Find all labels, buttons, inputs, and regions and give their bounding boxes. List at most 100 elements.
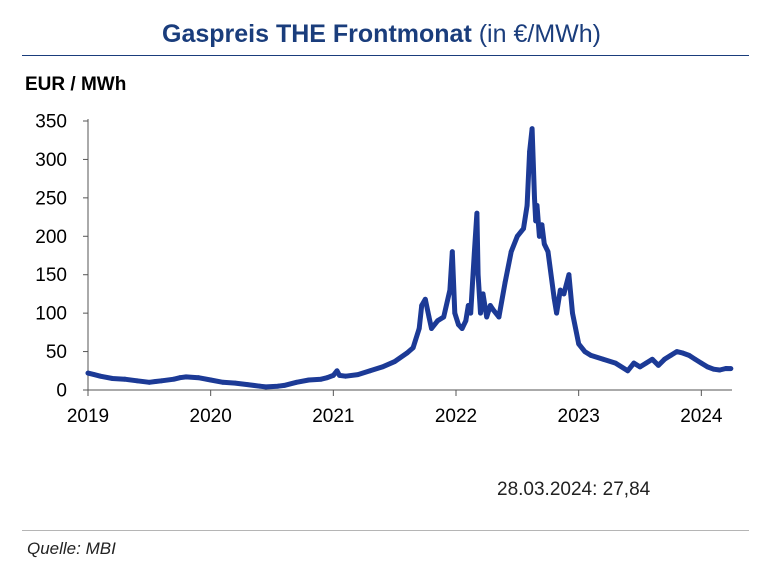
data-point bbox=[728, 366, 734, 371]
data-point bbox=[318, 376, 324, 382]
data-point bbox=[330, 373, 336, 378]
data-point bbox=[613, 360, 618, 366]
data-point bbox=[514, 233, 520, 239]
data-point bbox=[392, 359, 398, 364]
chart-title: Gaspreis THE Frontmonat (in €/MWh) bbox=[0, 20, 763, 49]
data-point bbox=[534, 203, 540, 208]
data-point bbox=[545, 249, 551, 255]
data-point bbox=[529, 126, 535, 132]
data-point bbox=[110, 376, 115, 381]
data-point bbox=[91, 372, 97, 377]
data-point bbox=[566, 272, 572, 278]
data-point bbox=[711, 366, 716, 372]
data-point bbox=[533, 218, 539, 224]
chart-title-main: Gaspreis THE Frontmonat bbox=[162, 20, 472, 48]
x-tick-label: 2022 bbox=[435, 406, 477, 427]
data-point bbox=[472, 249, 477, 255]
data-point bbox=[637, 364, 643, 370]
data-point bbox=[245, 382, 250, 387]
data-point bbox=[367, 368, 373, 374]
data-point bbox=[334, 368, 340, 374]
data-point bbox=[263, 384, 269, 390]
data-point bbox=[478, 310, 483, 316]
x-tick-label: 2019 bbox=[67, 406, 109, 427]
data-point bbox=[537, 233, 542, 239]
data-point bbox=[656, 363, 661, 368]
data-point bbox=[134, 378, 140, 384]
data-point bbox=[468, 310, 474, 316]
data-point bbox=[220, 379, 226, 385]
data-point bbox=[465, 303, 471, 308]
data-point bbox=[380, 364, 385, 370]
data-point bbox=[502, 280, 508, 285]
data-point bbox=[723, 366, 729, 371]
data-point bbox=[557, 287, 563, 293]
data-point bbox=[717, 367, 723, 373]
data-point bbox=[447, 287, 453, 293]
data-point bbox=[463, 318, 469, 324]
data-point bbox=[159, 378, 165, 384]
data-point bbox=[496, 314, 502, 320]
y-tick-label: 300 bbox=[35, 150, 67, 171]
y-tick-label: 350 bbox=[35, 112, 67, 133]
data-point bbox=[487, 303, 493, 308]
data-point bbox=[588, 353, 594, 358]
data-point bbox=[435, 318, 440, 324]
data-point bbox=[698, 360, 704, 366]
x-tick-label: 2024 bbox=[680, 406, 723, 427]
data-point bbox=[527, 149, 532, 155]
data-point bbox=[337, 373, 342, 378]
data-point bbox=[452, 310, 458, 316]
x-tick-label: 2023 bbox=[558, 406, 600, 427]
data-point bbox=[686, 353, 692, 358]
data-point bbox=[524, 203, 530, 208]
source-note: Quelle: MBI bbox=[27, 539, 116, 558]
title-divider bbox=[22, 55, 749, 56]
y-tick-label: 150 bbox=[35, 265, 67, 286]
data-point bbox=[456, 322, 461, 328]
data-point bbox=[643, 360, 649, 366]
data-point bbox=[480, 291, 486, 297]
y-axis-label: EUR / MWh bbox=[25, 74, 127, 95]
data-point bbox=[484, 314, 490, 320]
data-point bbox=[625, 368, 631, 374]
y-tick-label: 200 bbox=[35, 227, 67, 248]
x-tick-label: 2021 bbox=[312, 406, 354, 427]
data-point bbox=[257, 383, 263, 389]
data-point bbox=[232, 380, 238, 386]
data-point bbox=[196, 375, 201, 381]
data-point bbox=[146, 379, 152, 385]
data-point bbox=[705, 364, 710, 370]
data-point bbox=[449, 249, 455, 255]
data-point bbox=[183, 374, 189, 380]
data-point bbox=[561, 291, 567, 297]
data-point bbox=[680, 350, 686, 356]
data-point bbox=[97, 373, 103, 379]
data-point bbox=[355, 372, 361, 377]
data-point bbox=[208, 377, 214, 383]
data-point bbox=[419, 303, 425, 308]
data-point bbox=[324, 375, 330, 381]
data-point bbox=[404, 350, 410, 356]
data-point bbox=[576, 341, 582, 347]
data-point bbox=[177, 375, 183, 381]
data-point bbox=[275, 383, 281, 389]
data-point bbox=[539, 222, 545, 228]
data-point bbox=[631, 360, 637, 366]
x-tick-label: 2020 bbox=[190, 406, 232, 427]
data-point bbox=[692, 356, 698, 362]
data-point bbox=[416, 326, 422, 331]
data-point bbox=[521, 226, 526, 232]
y-tick-label: 0 bbox=[56, 381, 67, 402]
data-point bbox=[426, 314, 432, 320]
data-point bbox=[649, 356, 655, 362]
data-point bbox=[551, 295, 557, 301]
data-point bbox=[668, 353, 674, 358]
data-point bbox=[429, 326, 434, 331]
latest-value-annotation: 28.03.2024: 27,84 bbox=[497, 479, 651, 500]
footer-divider bbox=[22, 530, 749, 531]
data-point bbox=[153, 379, 158, 384]
data-point bbox=[410, 345, 416, 351]
data-point bbox=[662, 356, 667, 362]
